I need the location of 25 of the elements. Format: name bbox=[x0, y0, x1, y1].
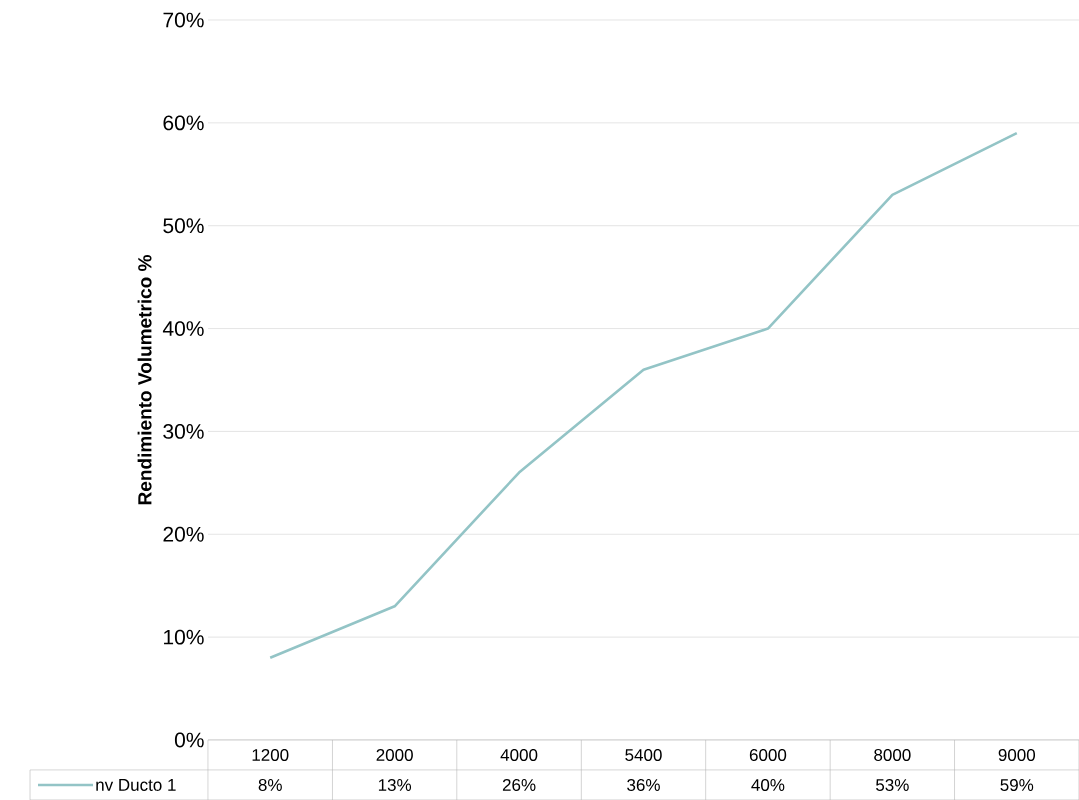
y-tick-label: 0% bbox=[174, 732, 204, 748]
legend-label: nv Ducto 1 bbox=[96, 779, 176, 791]
x-tick-label: 8000 bbox=[874, 748, 911, 762]
x-tick-label: 9000 bbox=[998, 748, 1036, 762]
x-tick-label: 5400 bbox=[625, 748, 662, 762]
data-label: 36% bbox=[627, 778, 660, 792]
x-tick-label: 1200 bbox=[252, 748, 289, 762]
x-tick-label: 6000 bbox=[749, 748, 787, 762]
data-label: 40% bbox=[751, 778, 785, 792]
y-tick-label: 30% bbox=[163, 423, 204, 439]
y-tick-label: 50% bbox=[163, 218, 204, 234]
y-tick-label: 70% bbox=[163, 12, 204, 28]
y-tick-label: 20% bbox=[163, 526, 204, 542]
x-tick-label: 2000 bbox=[376, 748, 413, 762]
y-tick-label: 60% bbox=[163, 115, 204, 131]
line-series bbox=[268, 131, 1019, 659]
y-tick-label: 40% bbox=[162, 321, 204, 336]
y-axis-title: Rendimiento Volumetrico % bbox=[137, 255, 152, 505]
x-tick-label: 4000 bbox=[500, 748, 538, 762]
data-label: 59% bbox=[1000, 778, 1034, 792]
y-tick-label: 10% bbox=[164, 629, 204, 645]
data-label: 53% bbox=[876, 778, 909, 792]
data-label: 26% bbox=[502, 778, 536, 792]
data-label: 13% bbox=[378, 778, 412, 792]
data-label: 8% bbox=[258, 778, 282, 792]
